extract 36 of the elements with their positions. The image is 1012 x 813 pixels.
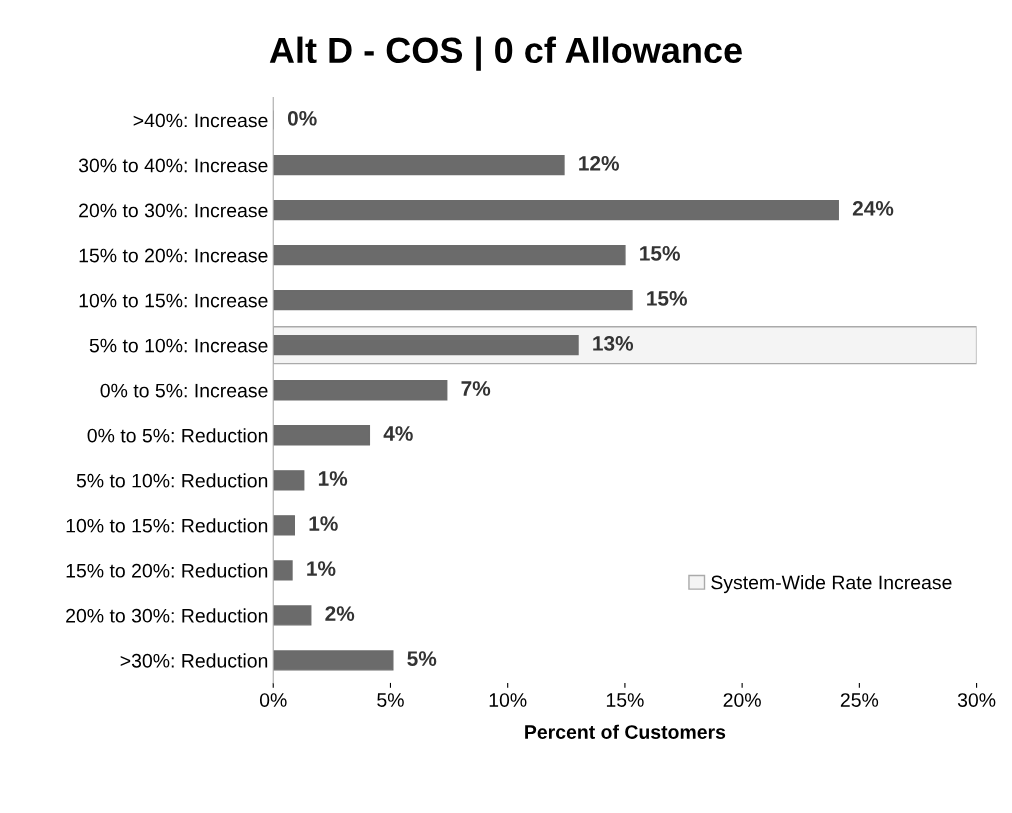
x-tick-label: 25% bbox=[840, 693, 879, 707]
x-tick-label: 30% bbox=[957, 693, 996, 707]
data-label: 1% bbox=[307, 561, 336, 576]
data-label: 24% bbox=[852, 200, 894, 216]
data-label: 1% bbox=[309, 516, 338, 531]
y-tick-label: 20% to 30%: Reduction bbox=[66, 608, 268, 623]
y-tick-label: 10% to 15%: Increase bbox=[79, 293, 268, 308]
y-tick-label: 30% to 40%: Increase bbox=[78, 158, 268, 173]
x-axis-title: Percent of Customers bbox=[525, 724, 726, 739]
data-label: 2% bbox=[325, 606, 355, 621]
data-label: 15% bbox=[647, 291, 687, 306]
x-tick-label: 20% bbox=[723, 693, 761, 707]
y-tick-label: 15% to 20%: Increase bbox=[79, 248, 268, 263]
y-tick-label: 0% to 5%: Reduction bbox=[87, 428, 268, 443]
data-label: 0% bbox=[287, 110, 317, 126]
data-label: 15% bbox=[640, 246, 680, 261]
y-tick-label: 10% to 15%: Reduction bbox=[66, 518, 268, 533]
x-tick-label: 5% bbox=[377, 693, 404, 707]
x-tick-label: 10% bbox=[489, 693, 527, 707]
data-label: 7% bbox=[461, 381, 491, 396]
y-tick-label: >30%: Reduction bbox=[120, 653, 268, 668]
data-label: 4% bbox=[383, 426, 413, 441]
y-tick-label: 20% to 30%: Increase bbox=[79, 203, 268, 218]
y-tick-label: >40%: Increase bbox=[133, 113, 268, 128]
data-label: 12% bbox=[579, 155, 619, 171]
data-label: 13% bbox=[593, 336, 634, 351]
x-tick-label: 0% bbox=[259, 693, 287, 707]
x-tick-label: 15% bbox=[606, 693, 644, 707]
y-tick-label: 5% to 10%: Reduction bbox=[76, 473, 268, 488]
chart-title: Alt D - COS | 0 cf Allowance bbox=[269, 36, 742, 71]
y-tick-label: 5% to 10%: Increase bbox=[89, 338, 268, 353]
data-label: 1% bbox=[318, 471, 348, 486]
legend-label: System-Wide Rate Increase bbox=[711, 575, 952, 594]
y-tick-label: 15% to 20%: Reduction bbox=[66, 563, 268, 578]
data-label: 5% bbox=[407, 651, 437, 666]
y-tick-label: 0% to 5%: Increase bbox=[100, 383, 268, 398]
